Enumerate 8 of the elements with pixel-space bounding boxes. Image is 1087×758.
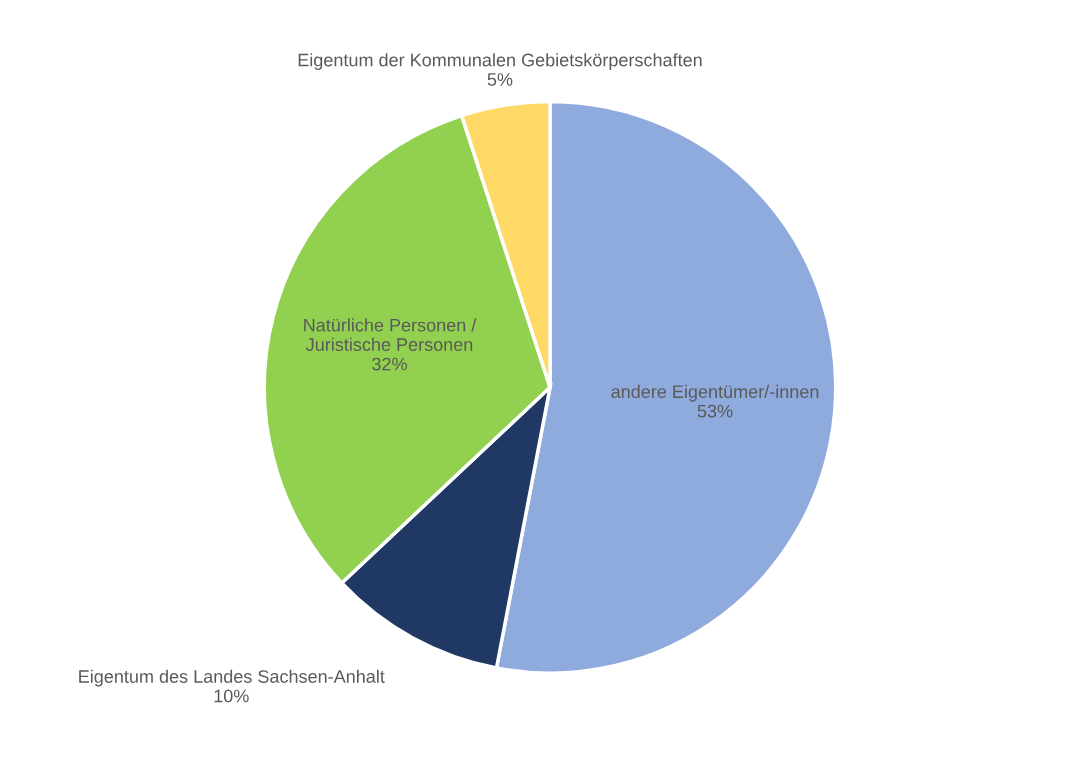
slice-label: andere Eigentümer/-innen <box>611 384 819 402</box>
slice-label: Eigentum der Kommunalen Gebietskörperschaften <box>298 53 702 70</box>
slice-label: Natürliche Personen / Juristische Personen <box>304 318 477 351</box>
data-label: 32% <box>372 357 407 371</box>
data-label: 53% <box>697 404 733 418</box>
data-label: 5% <box>487 73 513 86</box>
data-label: 10% <box>214 689 249 703</box>
slice-label: Eigentum des Landes Sachsen-Anhalt <box>79 669 385 687</box>
